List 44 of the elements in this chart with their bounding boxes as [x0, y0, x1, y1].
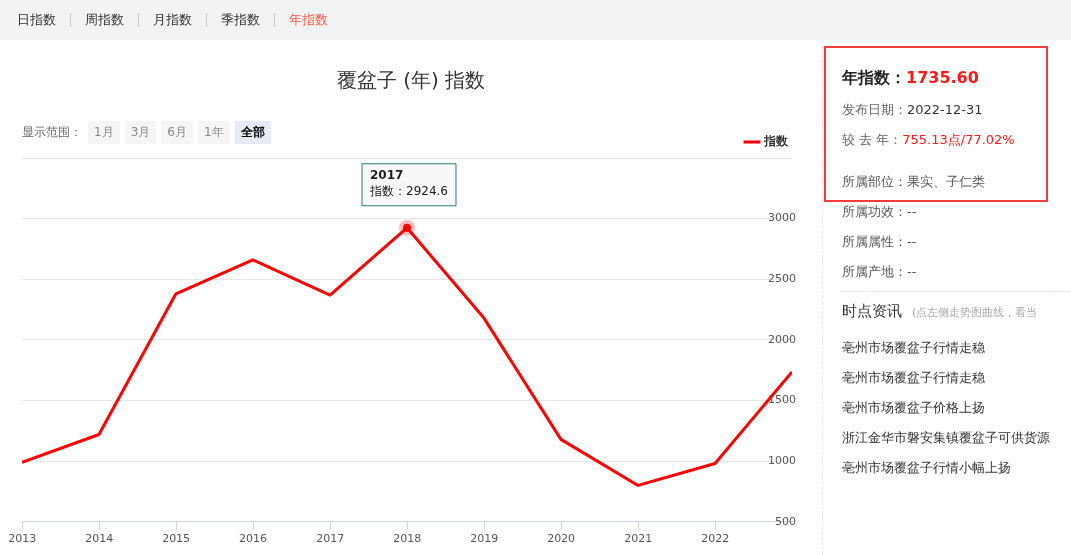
text: 全部 — [234, 121, 271, 144]
x-tick-label: 2018 — [393, 532, 422, 546]
legend-label: 指数 — [763, 134, 789, 149]
text: 1月 — [88, 121, 120, 144]
text: 所属部位：果实、子仁类 — [842, 174, 985, 189]
text: 发布日期：2022-12-31 — [842, 102, 983, 117]
text: 亳州市场覆盆子价格上扬 — [842, 399, 985, 417]
text: (点左侧走势图曲线，看当 — [912, 306, 1038, 319]
text: 月指数 — [153, 11, 192, 29]
text: 所属属性：-- — [842, 234, 917, 249]
annotation: 2017 指数：2924.6 — [369, 167, 448, 198]
text: 季指数 — [221, 11, 260, 29]
text: 年指数：1735.60 — [842, 68, 979, 87]
text: 周指数 — [85, 11, 124, 29]
y-tick-label: 3000 — [768, 211, 796, 225]
text: 时点资讯 — [842, 302, 902, 320]
x-tick-label: 2019 — [470, 532, 499, 546]
x-tick-label: 2014 — [85, 532, 114, 546]
text: 浙江金华市磐安集镇覆盆子可供货源 — [842, 429, 1050, 447]
text: 日指数 — [17, 11, 56, 29]
text: 6月 — [161, 121, 193, 144]
x-tick-label: 2022 — [701, 532, 730, 546]
text: 亳州市场覆盆子行情走稳 — [842, 339, 985, 357]
text: 所属功效：-- — [842, 204, 917, 219]
y-tick-label: 500 — [775, 514, 796, 528]
text: 1年 — [197, 121, 230, 144]
text: 显示范围： — [22, 124, 82, 141]
chart-title: 覆盆子 (年) 指数 — [336, 68, 486, 93]
text: 所属产地：-- — [842, 264, 917, 279]
x-tick-label: 2016 — [239, 532, 268, 546]
x-tick-label: 2017 — [316, 532, 345, 546]
y-tick-label: 2000 — [768, 332, 796, 346]
text: 3月 — [124, 121, 157, 144]
x-tick-label: 2015 — [162, 532, 191, 546]
y-tick-label: 1000 — [768, 454, 796, 468]
text: 年指数 — [289, 11, 328, 29]
x-tick-label: 2013 — [8, 532, 37, 546]
text: 较 去 年：755.13点/77.02% — [842, 132, 1015, 147]
y-tick-label: 2500 — [768, 272, 796, 286]
y-tick-label: 1500 — [768, 393, 796, 407]
x-tick-label: 2021 — [624, 532, 653, 546]
x-tick-label: 2020 — [547, 532, 576, 546]
text: 亳州市场覆盆子行情走稳 — [842, 369, 985, 387]
text: 亳州市场覆盆子行情小幅上扬 — [842, 459, 1011, 477]
